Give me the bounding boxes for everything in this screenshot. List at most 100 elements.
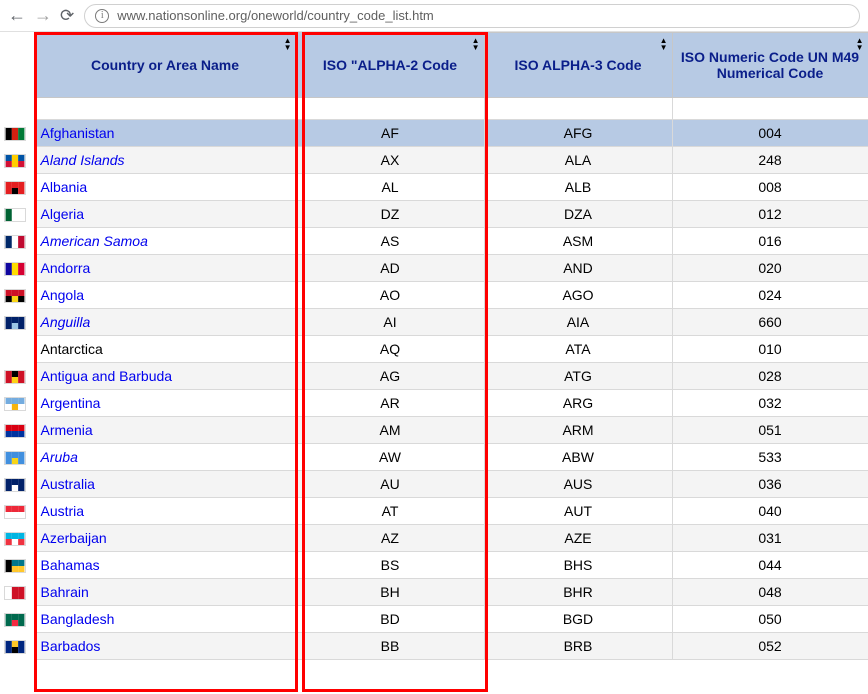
alpha2-cell: AW — [296, 444, 484, 471]
alpha2-cell: BH — [296, 579, 484, 606]
country-name-cell[interactable]: Australia — [34, 471, 296, 498]
table-row: AndorraADAND020 — [0, 255, 868, 282]
table-row: BangladeshBDBGD050 — [0, 606, 868, 633]
table-row: AustriaATAUT040 — [0, 498, 868, 525]
country-name-text: Algeria — [41, 206, 85, 222]
numeric-cell: 052 — [672, 633, 868, 660]
alpha3-cell: BHS — [484, 552, 672, 579]
header-numeric-label: ISO Numeric Code UN M49 Numerical Code — [681, 49, 859, 81]
alpha2-cell: AX — [296, 147, 484, 174]
country-name-cell[interactable]: Bangladesh — [34, 606, 296, 633]
table-row: AfghanistanAFAFG004 — [0, 120, 868, 147]
table-row: AlgeriaDZDZA012 — [0, 201, 868, 228]
url-text: www.nationsonline.org/oneworld/country_c… — [117, 8, 434, 23]
alpha3-cell: ALB — [484, 174, 672, 201]
alpha3-cell: AIA — [484, 309, 672, 336]
numeric-cell: 010 — [672, 336, 868, 363]
alpha3-cell: ABW — [484, 444, 672, 471]
alpha2-cell: AI — [296, 309, 484, 336]
flag-cell — [0, 633, 34, 660]
flag-cell — [0, 120, 34, 147]
browser-toolbar: ← → ⟳ i www.nationsonline.org/oneworld/c… — [0, 0, 868, 32]
country-name-cell[interactable]: Anguilla — [34, 309, 296, 336]
alpha2-cell: AO — [296, 282, 484, 309]
country-name-cell[interactable]: Afghanistan — [34, 120, 296, 147]
sort-icon: ▲▼ — [472, 37, 480, 51]
country-name-cell[interactable]: Barbados — [34, 633, 296, 660]
table-row: BahrainBHBHR048 — [0, 579, 868, 606]
country-name-text: Bahrain — [41, 584, 89, 600]
country-name-cell[interactable]: Azerbaijan — [34, 525, 296, 552]
country-name-text: Antarctica — [41, 341, 103, 357]
table-row: BahamasBSBHS044 — [0, 552, 868, 579]
numeric-cell: 248 — [672, 147, 868, 174]
table-row: ArmeniaAMARM051 — [0, 417, 868, 444]
country-name-text: Albania — [41, 179, 88, 195]
alpha3-cell: AFG — [484, 120, 672, 147]
country-name-cell[interactable]: Andorra — [34, 255, 296, 282]
flag-cell — [0, 201, 34, 228]
alpha3-cell: AUT — [484, 498, 672, 525]
country-name-cell[interactable]: Austria — [34, 498, 296, 525]
country-name-cell[interactable]: Bahamas — [34, 552, 296, 579]
alpha2-cell: AF — [296, 120, 484, 147]
flag-cell — [0, 606, 34, 633]
country-name-text: Australia — [41, 476, 95, 492]
country-name-cell[interactable]: Antigua and Barbuda — [34, 363, 296, 390]
flag-cell — [0, 309, 34, 336]
address-bar[interactable]: i www.nationsonline.org/oneworld/country… — [84, 4, 860, 28]
country-name-cell[interactable]: Aland Islands — [34, 147, 296, 174]
country-name-cell[interactable]: Aruba — [34, 444, 296, 471]
flag-cell — [0, 282, 34, 309]
header-numeric[interactable]: ISO Numeric Code UN M49 Numerical Code ▲… — [672, 33, 868, 98]
flag-cell — [0, 390, 34, 417]
country-name-cell[interactable]: Albania — [34, 174, 296, 201]
country-name-cell[interactable]: Bahrain — [34, 579, 296, 606]
country-name-text: Anguilla — [41, 314, 91, 330]
alpha2-cell: AM — [296, 417, 484, 444]
country-name-cell[interactable]: American Samoa — [34, 228, 296, 255]
header-alpha3[interactable]: ISO ALPHA-3 Code ▲▼ — [484, 33, 672, 98]
reload-button[interactable]: ⟳ — [60, 6, 74, 26]
country-name-text: Andorra — [41, 260, 91, 276]
alpha2-cell: AR — [296, 390, 484, 417]
numeric-cell: 051 — [672, 417, 868, 444]
country-name-cell[interactable]: Argentina — [34, 390, 296, 417]
table-row: AustraliaAUAUS036 — [0, 471, 868, 498]
numeric-cell: 044 — [672, 552, 868, 579]
header-country-name[interactable]: Country or Area Name ▲▼ — [34, 33, 296, 98]
numeric-cell: 050 — [672, 606, 868, 633]
page-content: Country or Area Name ▲▼ ISO "ALPHA-2 Cod… — [0, 32, 868, 660]
header-alpha3-label: ISO ALPHA-3 Code — [514, 57, 641, 73]
alpha2-cell: AD — [296, 255, 484, 282]
country-name-cell[interactable]: Algeria — [34, 201, 296, 228]
country-name-cell[interactable]: Angola — [34, 282, 296, 309]
numeric-cell: 020 — [672, 255, 868, 282]
flag-cell — [0, 147, 34, 174]
numeric-cell: 048 — [672, 579, 868, 606]
sort-icon: ▲▼ — [284, 37, 292, 51]
table-row: Antigua and BarbudaAGATG028 — [0, 363, 868, 390]
alpha3-cell: BGD — [484, 606, 672, 633]
flag-cell — [0, 444, 34, 471]
country-name-cell[interactable]: Armenia — [34, 417, 296, 444]
alpha3-cell: ARM — [484, 417, 672, 444]
table-row: Anguilla AIAIA660 — [0, 309, 868, 336]
alpha2-cell: AL — [296, 174, 484, 201]
numeric-cell: 024 — [672, 282, 868, 309]
numeric-cell: 660 — [672, 309, 868, 336]
alpha2-cell: DZ — [296, 201, 484, 228]
flag-cell — [0, 471, 34, 498]
back-button[interactable]: ← — [8, 5, 24, 26]
country-name-text: Antigua and Barbuda — [41, 368, 173, 384]
site-info-icon[interactable]: i — [95, 9, 109, 23]
table-row: BarbadosBBBRB052 — [0, 633, 868, 660]
numeric-cell: 012 — [672, 201, 868, 228]
flag-cell — [0, 336, 34, 363]
header-alpha2[interactable]: ISO "ALPHA-2 Code ▲▼ — [296, 33, 484, 98]
forward-button[interactable]: → — [34, 5, 50, 26]
header-flag-blank — [0, 33, 34, 98]
alpha2-cell: AS — [296, 228, 484, 255]
table-row: AntarcticaAQATA010 — [0, 336, 868, 363]
country-name-text: Argentina — [41, 395, 101, 411]
